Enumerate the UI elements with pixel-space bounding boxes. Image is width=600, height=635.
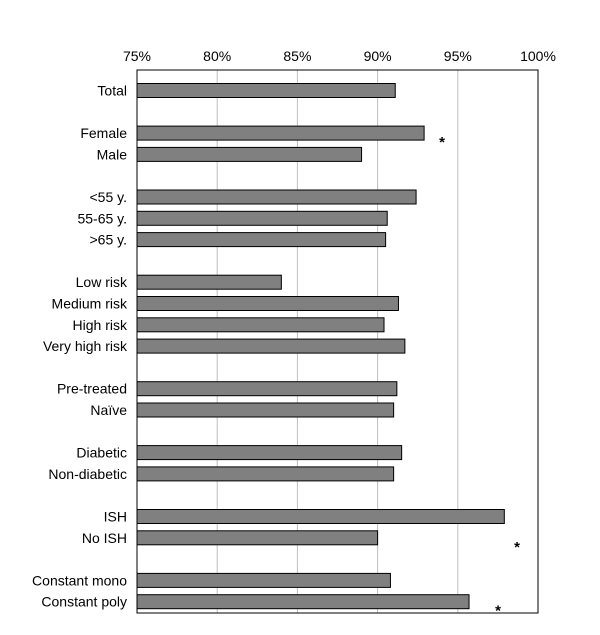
category-label: High risk <box>73 317 128 333</box>
category-label: <55 y. <box>90 189 128 205</box>
category-label: Total <box>97 83 127 99</box>
bar <box>136 381 398 397</box>
bar <box>136 338 406 354</box>
bar <box>136 274 282 290</box>
bar <box>136 210 388 226</box>
x-tick-label: 75% <box>123 48 151 64</box>
x-axis-ticks: 75% 80% 85% 90% 95% 100% <box>123 48 556 64</box>
bar <box>136 296 399 311</box>
category-label: Diabetic <box>76 445 127 461</box>
bar <box>136 189 417 205</box>
bar <box>136 466 395 482</box>
category-labels: Total Female Male <55 y. 55-65 y. >65 y. Low r… <box>32 83 128 610</box>
bar <box>136 445 403 461</box>
bar <box>136 402 395 418</box>
category-label: Very high risk <box>43 338 128 354</box>
bar <box>136 317 385 333</box>
significance-asterisk: * <box>514 539 520 556</box>
bar <box>136 125 425 141</box>
category-label: Male <box>97 146 128 162</box>
category-label: Medium risk <box>52 296 128 312</box>
x-tick-label: 100% <box>520 48 556 64</box>
significance-asterisk: * <box>495 603 501 620</box>
category-label: No ISH <box>82 530 127 546</box>
significance-markers: * * * <box>439 134 520 620</box>
bar <box>136 146 363 162</box>
category-label: Female <box>80 125 127 141</box>
category-label: Pre-treated <box>57 381 127 397</box>
category-label: ISH <box>104 509 127 525</box>
category-label: Constant mono <box>32 572 127 588</box>
x-tick-label: 95% <box>444 48 472 64</box>
category-label: Naïve <box>90 402 127 418</box>
category-label: 55-65 y. <box>77 210 127 226</box>
x-tick-label: 85% <box>283 48 311 64</box>
bar <box>136 594 470 610</box>
x-tick-label: 80% <box>203 48 231 64</box>
category-label: Low risk <box>76 274 128 290</box>
x-tick-label: 90% <box>364 48 392 64</box>
category-label: Non-diabetic <box>48 466 127 482</box>
bar <box>136 572 391 588</box>
significance-asterisk: * <box>439 134 445 151</box>
bar <box>136 530 379 546</box>
bar <box>136 83 396 98</box>
bar <box>136 232 387 248</box>
category-label: >65 y. <box>90 232 128 248</box>
bars <box>136 83 505 610</box>
category-label: Constant poly <box>41 594 127 610</box>
bar <box>136 509 505 524</box>
